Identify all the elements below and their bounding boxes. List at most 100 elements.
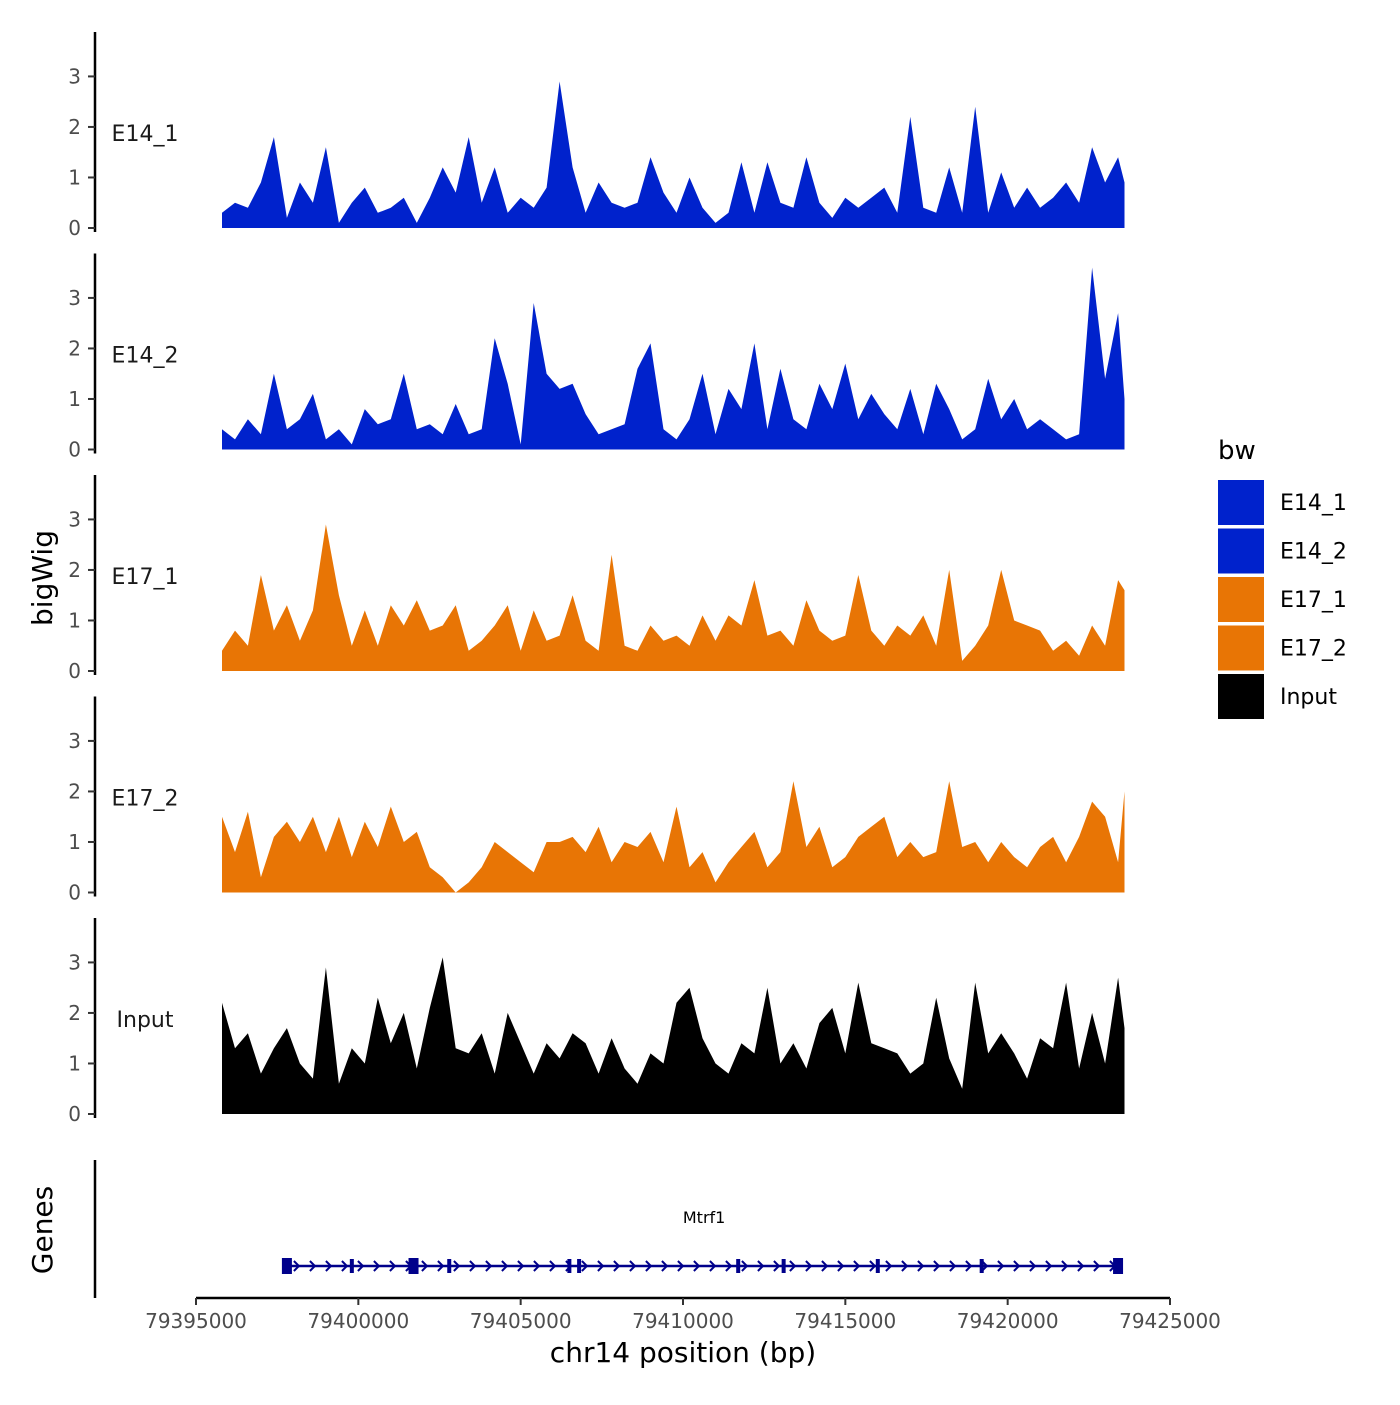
y-tick-label: 0 [68, 881, 81, 905]
strand-arrow [501, 1260, 509, 1272]
strand-arrow [533, 1260, 541, 1272]
strand-arrow [1045, 1260, 1053, 1272]
signal-tracks: 0 1 2 3 E14_1 0 1 2 3 E14_2 0 1 2 3 E17_1 0 1 2 3 E17_2 0 1 2 3… [68, 32, 1125, 1126]
signal-area-E14_2 [222, 267, 1125, 450]
y-axis-title: bigWig [26, 530, 59, 626]
strand-arrow [901, 1260, 909, 1272]
strand-arrow [757, 1260, 765, 1272]
strand-arrow [357, 1260, 365, 1272]
strand-arrow [725, 1260, 733, 1272]
y-tick-label: 0 [68, 438, 81, 462]
y-tick-label: 2 [68, 1001, 81, 1025]
strand-arrow [693, 1260, 701, 1272]
track-panel-E17_1: 0 1 2 3 E17_1 [68, 475, 1125, 683]
strand-arrow [549, 1260, 557, 1272]
strand-arrow [421, 1260, 429, 1272]
legend-swatch-E17_1 [1218, 577, 1264, 622]
strand-arrow [389, 1260, 397, 1272]
strand-arrow [821, 1260, 829, 1272]
strand-arrow [789, 1260, 797, 1272]
gene-track: Mtrf1 [93, 1160, 1124, 1298]
legend-swatch-E14_1 [1218, 480, 1264, 525]
track-label-E14_2: E14_2 [112, 344, 179, 369]
y-tick-label: 3 [68, 286, 81, 310]
strand-arrow [837, 1260, 845, 1272]
strand-arrow [453, 1260, 461, 1272]
strand-arrow [485, 1260, 493, 1272]
y-tick-label: 3 [68, 950, 81, 974]
track-panel-E14_1: 0 1 2 3 E14_1 [68, 32, 1125, 240]
gene-track-title: Genes [26, 1186, 59, 1274]
gene-exon [567, 1259, 572, 1273]
gene-exon [736, 1259, 741, 1273]
y-tick-label: 1 [68, 165, 81, 189]
track-label-E17_1: E17_1 [112, 565, 179, 590]
strand-arrow [581, 1260, 589, 1272]
y-tick-label: 0 [68, 1102, 81, 1126]
strand-arrow [1077, 1260, 1085, 1272]
signal-area-Input [222, 957, 1125, 1114]
legend: bw E14_1 E14_2 E17_1 E17_2 Input [1218, 436, 1347, 719]
strand-arrow [709, 1260, 717, 1272]
x-tick-label: 79405000 [470, 1309, 572, 1333]
strand-arrow [965, 1260, 973, 1272]
track-label-E17_2: E17_2 [112, 787, 179, 812]
legend-label-E17_1: E17_1 [1280, 588, 1347, 613]
x-tick-label: 79410000 [632, 1309, 734, 1333]
strand-arrow [853, 1260, 861, 1272]
gene-exon [349, 1259, 354, 1273]
gene-exon [979, 1259, 984, 1273]
strand-arrow [805, 1260, 813, 1272]
x-tick-label: 79420000 [957, 1309, 1059, 1333]
y-tick-label: 3 [68, 507, 81, 531]
strand-arrow [597, 1260, 605, 1272]
legend-label-E14_2: E14_2 [1280, 540, 1347, 565]
gene-exon [1113, 1258, 1124, 1274]
strand-arrow [917, 1260, 925, 1272]
strand-arrow [293, 1260, 301, 1272]
x-axis-title: chr14 position (bp) [550, 1336, 816, 1369]
track-panel-Input: 0 1 2 3 Input [68, 918, 1125, 1126]
strand-arrow [629, 1260, 637, 1272]
legend-label-E14_1: E14_1 [1280, 491, 1347, 516]
strand-arrow [773, 1260, 781, 1272]
y-tick-label: 1 [68, 387, 81, 411]
strand-arrow [437, 1260, 445, 1272]
strand-arrow [1029, 1260, 1037, 1272]
gene-name-label: Mtrf1 [683, 1208, 725, 1227]
strand-arrow [645, 1260, 653, 1272]
track-label-E14_1: E14_1 [112, 122, 179, 147]
x-tick-label: 79415000 [794, 1309, 896, 1333]
signal-area-E17_2 [222, 781, 1125, 893]
strand-arrow [741, 1260, 749, 1272]
legend-swatch-E14_2 [1218, 528, 1264, 574]
strand-arrow [933, 1260, 941, 1272]
strand-arrow [949, 1260, 957, 1272]
gene-exon [408, 1258, 419, 1274]
strand-arrow [677, 1260, 685, 1272]
strand-arrow [373, 1260, 381, 1272]
legend-label-Input: Input [1280, 685, 1337, 710]
gene-exon [875, 1259, 880, 1273]
strand-arrow [997, 1260, 1005, 1272]
strand-arrow [517, 1260, 525, 1272]
strand-arrow [1093, 1260, 1101, 1272]
y-tick-label: 1 [68, 1051, 81, 1075]
strand-arrow [885, 1260, 893, 1272]
y-tick-label: 0 [68, 659, 81, 683]
y-tick-label: 0 [68, 216, 81, 240]
strand-arrow [661, 1260, 669, 1272]
strand-arrow [309, 1260, 317, 1272]
y-tick-label: 1 [68, 608, 81, 632]
x-tick-label: 79400000 [307, 1309, 409, 1333]
y-tick-label: 3 [68, 64, 81, 88]
x-tick-label: 79425000 [1119, 1309, 1221, 1333]
x-axis: 79395000 79400000 79405000 79410000 79415000… [145, 1296, 1221, 1333]
y-tick-label: 2 [68, 558, 81, 582]
y-tick-label: 2 [68, 336, 81, 360]
track-label-Input: Input [117, 1008, 174, 1033]
track-panel-E17_2: 0 1 2 3 E17_2 [68, 696, 1125, 905]
legend-swatch-Input [1218, 674, 1264, 719]
